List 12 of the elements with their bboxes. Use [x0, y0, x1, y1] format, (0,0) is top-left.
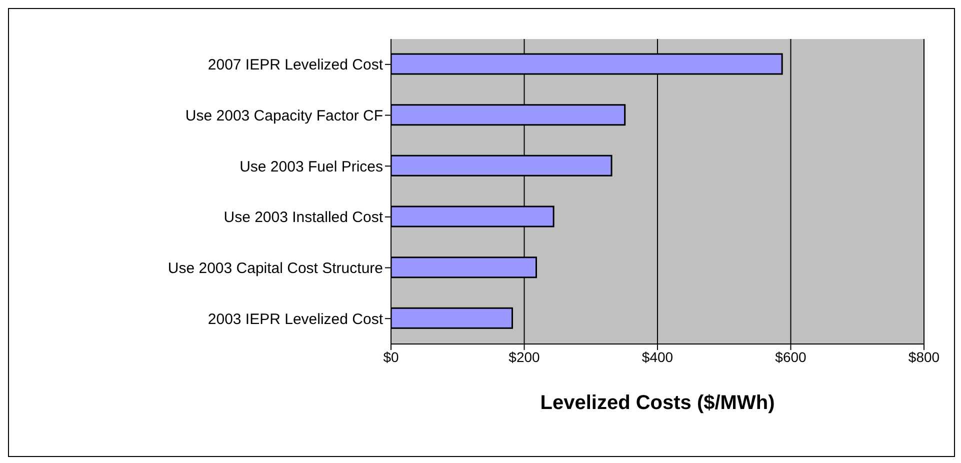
x-axis-title: Levelized Costs ($/MWh)	[540, 392, 775, 414]
y-tick-label: Use 2003 Capital Cost Structure	[168, 260, 383, 278]
x-tick-label: $800	[908, 348, 940, 365]
x-tick-label: $0	[383, 348, 399, 365]
y-tick-label: 2003 IEPR Levelized Cost	[208, 310, 384, 328]
y-tick-label: 2007 IEPR Levelized Cost	[208, 56, 384, 74]
x-tick-label: $600	[775, 348, 807, 365]
y-tick-label: Use 2003 Fuel Prices	[240, 158, 383, 176]
y-tick-label: Use 2003 Capacity Factor CF	[185, 108, 383, 125]
y-tick-label: Use 2003 Installed Cost	[224, 209, 384, 226]
x-tick-label: $200	[508, 348, 540, 365]
x-tick-label: $400	[642, 348, 674, 365]
